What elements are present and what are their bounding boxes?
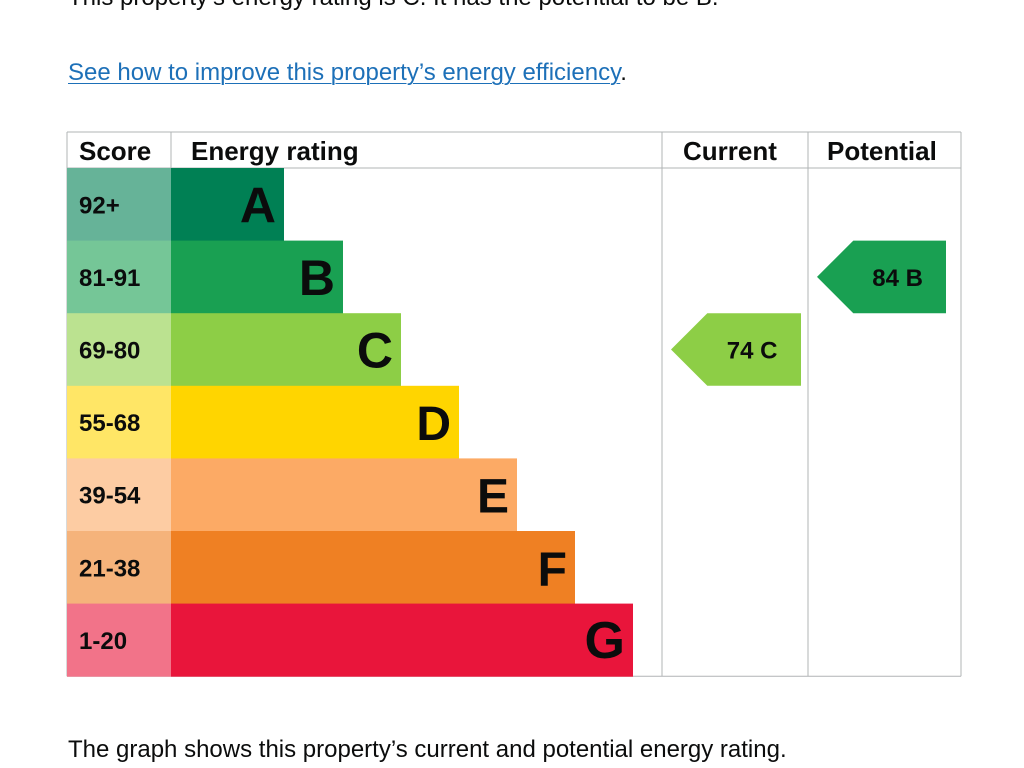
score-cell-f [67,531,171,605]
current-rating-arrow-label: 74 C [727,338,778,365]
score-cell-c [67,313,171,387]
chart-headers: Score Energy rating Current Potential [79,136,937,166]
current-rating-arrow [671,313,801,386]
score-label-f: 21-38 [79,555,140,582]
current-header: Current [683,136,777,166]
band-bar-e [171,458,517,532]
band-letter-d: D [416,398,451,451]
band-bar-d [171,385,459,459]
improve-efficiency-paragraph: See how to improve this property’s energ… [68,57,627,89]
score-label-e: 39-54 [79,483,141,510]
band-bar-b [171,240,343,314]
potential-rating-arrow-label: 84 B [872,265,923,292]
score-label-a: 92+ [79,192,120,219]
score-cell-g [67,603,171,677]
band-letter-g: G [585,612,625,670]
energy-rating-header: Energy rating [191,136,359,166]
potential-rating-arrow [817,240,946,314]
energy-rating-chart: Score Energy rating Current Potential 92+ A 8… [66,131,962,677]
band-bar-f [171,531,575,605]
score-cell-a [67,168,171,242]
improve-efficiency-link[interactable]: See how to improve this property’s energ… [68,59,621,86]
chart-arrows: 74 C 84 B [671,240,946,386]
band-letter-b: B [299,250,335,306]
score-label-g: 1-20 [79,628,127,655]
score-cell-b [67,240,171,314]
graph-description: The graph shows this property’s current … [68,736,787,763]
score-label-b: 81-91 [79,265,140,292]
score-label-d: 55-68 [79,410,140,437]
score-label-c: 69-80 [79,338,140,365]
score-cell-d [67,385,171,459]
band-letter-f: F [538,543,567,596]
score-cell-e [67,458,171,532]
chart-bands: 92+ A 81-91 B 69-80 C 55-68 D 39-54 E 21-38 F 1-20 G [67,168,633,677]
band-bar-a [171,168,284,242]
rating-summary-text: This property’s energy rating is C. It h… [68,0,719,14]
band-letter-c: C [357,323,393,379]
improve-link-period: . [620,59,627,86]
band-bar-c [171,313,401,387]
band-bar-g [171,603,633,677]
score-header: Score [79,136,151,166]
band-letter-a: A [240,177,276,233]
band-letter-e: E [477,471,509,524]
potential-header: Potential [827,136,937,166]
